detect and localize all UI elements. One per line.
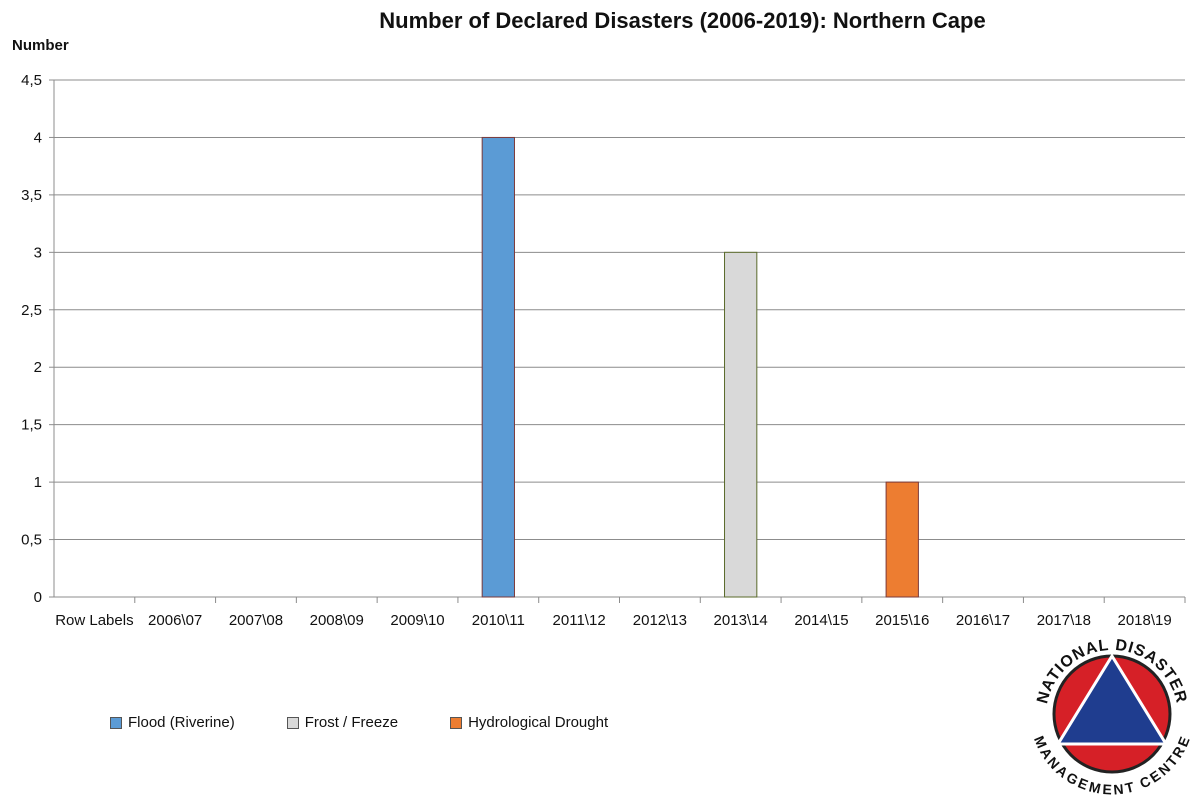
logo-triangle-icon: [1055, 653, 1169, 746]
bar-hydrological-drought: [885, 481, 919, 598]
legend-swatch-drought: [450, 716, 463, 729]
x-tick-label: 2017\18: [1037, 612, 1091, 629]
plot-area: [54, 80, 1185, 597]
legend-item-flood: Flood (Riverine): [110, 714, 235, 731]
x-tick-label: 2009\10: [390, 612, 444, 629]
x-tick-label: 2006\07: [148, 612, 202, 629]
legend-item-frost: Frost / Freeze: [286, 714, 399, 731]
x-tick-label: 2015\16: [875, 612, 929, 629]
x-tick-label: 2011\12: [553, 612, 606, 629]
y-tick-label: 0: [34, 589, 42, 606]
ndmc-logo: NATIONAL DISASTER MANAGEMENT CENTRE: [1031, 634, 1192, 797]
bar-frost-freeze: [724, 251, 758, 598]
x-tick-label: 2007\08: [229, 612, 283, 629]
chart-title: Number of Declared Disasters (2006-2019)…: [379, 8, 986, 33]
legend-label-flood: Flood (Riverine): [128, 714, 235, 731]
y-tick-label: 2: [34, 359, 42, 376]
legend-swatch-frost: [286, 716, 299, 729]
legend: Flood (Riverine) Frost / Freeze Hydrolog…: [110, 714, 660, 731]
x-tick-label: 2014\15: [794, 612, 848, 629]
y-tick-label: 1: [34, 474, 42, 491]
x-tick-label: 2010\11: [472, 612, 525, 629]
x-tick-label: 2013\14: [714, 612, 768, 629]
legend-label-frost: Frost / Freeze: [304, 714, 399, 731]
y-axis-label: Number: [12, 37, 69, 54]
legend-label-drought: Hydrological Drought: [468, 714, 609, 731]
x-tick-label: 2016\17: [956, 612, 1010, 629]
y-tick-label: 4,5: [21, 72, 42, 89]
y-tick-label: 3,5: [21, 187, 42, 204]
legend-swatch-flood: [110, 716, 122, 729]
y-tick-label: 3: [34, 244, 42, 261]
y-tick-label: 0,5: [21, 532, 42, 549]
x-tick-label: 2008\09: [310, 612, 364, 629]
chart-plot: Number 0 0,5 1 1,5 2 2,5 3 3,5 4 4,5 Row Labels 2006…: [12, 37, 1186, 629]
y-tick-label: 4: [34, 129, 42, 146]
bar-flood-riverine-: [481, 136, 515, 598]
y-tick-label: 2,5: [21, 302, 42, 319]
x-tick-label: Row Labels: [55, 612, 133, 629]
legend-item-drought: Hydrological Drought: [450, 714, 608, 731]
x-tick-label: 2012\13: [633, 612, 687, 629]
y-tick-label: 1,5: [21, 417, 42, 434]
x-tick-label: 2018\19: [1117, 612, 1171, 629]
